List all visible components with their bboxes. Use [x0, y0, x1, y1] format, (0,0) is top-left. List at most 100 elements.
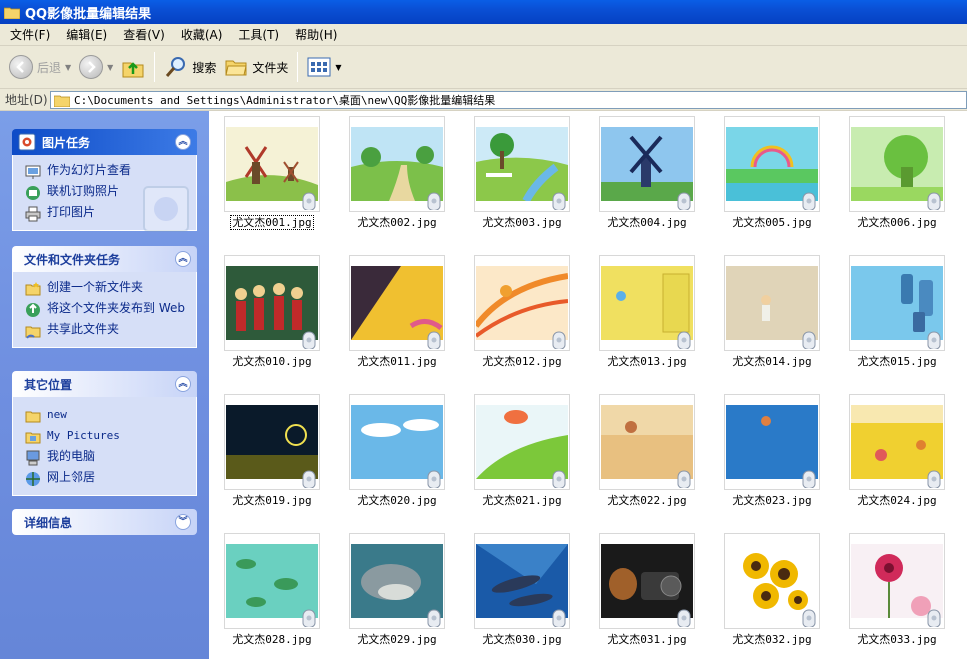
- file-name[interactable]: 尤文杰029.jpg: [357, 633, 437, 646]
- file-name[interactable]: 尤文杰015.jpg: [857, 355, 937, 368]
- file-name[interactable]: 尤文杰033.jpg: [857, 633, 937, 646]
- file-item[interactable]: 尤文杰006.jpg: [849, 116, 945, 230]
- search-button[interactable]: 搜索: [160, 49, 220, 85]
- thumbnail-frame[interactable]: [724, 116, 820, 212]
- file-name[interactable]: 尤文杰023.jpg: [732, 494, 812, 507]
- thumbnail-view[interactable]: 尤文杰001.jpg 尤文杰002.jpg 尤文杰003.jpg 尤文杰004.…: [209, 111, 967, 659]
- menu-file[interactable]: 文件(F): [10, 27, 51, 42]
- back-button[interactable]: 后退 ▼: [5, 49, 75, 85]
- file-item[interactable]: 尤文杰002.jpg: [349, 116, 445, 230]
- collapse-icon[interactable]: ︽: [175, 376, 191, 392]
- task-order-prints[interactable]: 联机订购照片: [25, 182, 196, 203]
- file-name[interactable]: 尤文杰028.jpg: [232, 633, 312, 646]
- thumbnail-frame[interactable]: [349, 255, 445, 351]
- file-name[interactable]: 尤文杰032.jpg: [732, 633, 812, 646]
- file-name[interactable]: 尤文杰013.jpg: [607, 355, 687, 368]
- task-share-folder[interactable]: 共享此文件夹: [25, 320, 196, 341]
- file-item[interactable]: 尤文杰022.jpg: [599, 394, 695, 508]
- title-bar[interactable]: QQ影像批量编辑结果: [0, 0, 967, 24]
- thumbnail-frame[interactable]: [349, 533, 445, 629]
- menu-view[interactable]: 查看(V): [123, 27, 165, 42]
- file-name[interactable]: 尤文杰021.jpg: [482, 494, 562, 507]
- file-name[interactable]: 尤文杰002.jpg: [357, 216, 437, 229]
- place-my-pictures[interactable]: My Pictures: [25, 426, 196, 447]
- file-item[interactable]: 尤文杰020.jpg: [349, 394, 445, 508]
- thumbnail-frame[interactable]: [474, 394, 570, 490]
- thumbnail-frame[interactable]: [474, 533, 570, 629]
- views-dropdown-icon[interactable]: ▼: [335, 62, 342, 72]
- thumbnail-frame[interactable]: [724, 394, 820, 490]
- file-item[interactable]: 尤文杰029.jpg: [349, 533, 445, 647]
- thumbnail-frame[interactable]: [224, 533, 320, 629]
- file-item[interactable]: 尤文杰028.jpg: [224, 533, 320, 647]
- other-places-header[interactable]: 其它位置 ︽: [12, 371, 197, 397]
- thumbnail-frame[interactable]: [849, 394, 945, 490]
- file-name[interactable]: 尤文杰030.jpg: [482, 633, 562, 646]
- address-input[interactable]: C:\Documents and Settings\Administrator\…: [50, 91, 967, 109]
- file-name[interactable]: 尤文杰020.jpg: [357, 494, 437, 507]
- file-name[interactable]: 尤文杰011.jpg: [357, 355, 437, 368]
- file-name[interactable]: 尤文杰004.jpg: [607, 216, 687, 229]
- up-button[interactable]: [117, 49, 149, 85]
- forward-button[interactable]: ▼: [75, 49, 117, 85]
- thumbnail-frame[interactable]: [849, 533, 945, 629]
- file-name[interactable]: 尤文杰014.jpg: [732, 355, 812, 368]
- file-item[interactable]: 尤文杰013.jpg: [599, 255, 695, 369]
- task-publish-web[interactable]: 将这个文件夹发布到 Web: [25, 299, 196, 320]
- forward-dropdown-icon[interactable]: ▼: [107, 62, 114, 72]
- details-header[interactable]: 详细信息 ︾: [12, 509, 197, 535]
- thumbnail-frame[interactable]: [349, 394, 445, 490]
- file-name[interactable]: 尤文杰006.jpg: [857, 216, 937, 229]
- file-item[interactable]: 尤文杰010.jpg: [224, 255, 320, 369]
- file-item[interactable]: 尤文杰031.jpg: [599, 533, 695, 647]
- file-tasks-header[interactable]: 文件和文件夹任务 ︽: [12, 246, 197, 272]
- collapse-icon[interactable]: ︽: [175, 134, 191, 150]
- file-item[interactable]: 尤文杰023.jpg: [724, 394, 820, 508]
- thumbnail-frame[interactable]: [224, 394, 320, 490]
- folders-button[interactable]: 文件夹: [220, 49, 292, 85]
- file-name[interactable]: 尤文杰031.jpg: [607, 633, 687, 646]
- thumbnail-frame[interactable]: [599, 533, 695, 629]
- file-name[interactable]: 尤文杰001.jpg: [230, 215, 314, 230]
- expand-icon[interactable]: ︾: [175, 514, 191, 530]
- menu-edit[interactable]: 编辑(E): [66, 27, 108, 42]
- file-item[interactable]: 尤文杰019.jpg: [224, 394, 320, 508]
- file-name[interactable]: 尤文杰003.jpg: [482, 216, 562, 229]
- file-item[interactable]: 尤文杰001.jpg: [224, 116, 320, 230]
- thumbnail-frame[interactable]: [599, 116, 695, 212]
- task-new-folder[interactable]: 创建一个新文件夹: [25, 278, 196, 299]
- file-name[interactable]: 尤文杰010.jpg: [232, 355, 312, 368]
- picture-tasks-header[interactable]: 图片任务 ︽: [12, 129, 197, 155]
- file-item[interactable]: 尤文杰004.jpg: [599, 116, 695, 230]
- collapse-icon[interactable]: ︽: [175, 251, 191, 267]
- place-new[interactable]: new: [25, 405, 196, 426]
- place-my-computer[interactable]: 我的电脑: [25, 447, 196, 468]
- thumbnail-frame[interactable]: [724, 255, 820, 351]
- file-item[interactable]: 尤文杰032.jpg: [724, 533, 820, 647]
- thumbnail-frame[interactable]: [349, 116, 445, 212]
- task-slideshow[interactable]: 作为幻灯片查看: [25, 161, 196, 182]
- file-name[interactable]: 尤文杰019.jpg: [232, 494, 312, 507]
- menu-favorites[interactable]: 收藏(A): [180, 27, 223, 42]
- file-name[interactable]: 尤文杰024.jpg: [857, 494, 937, 507]
- task-print[interactable]: 打印图片: [25, 203, 196, 224]
- thumbnail-frame[interactable]: [599, 255, 695, 351]
- thumbnail-frame[interactable]: [224, 116, 320, 212]
- thumbnail-frame[interactable]: [849, 255, 945, 351]
- file-item[interactable]: 尤文杰033.jpg: [849, 533, 945, 647]
- menu-tools[interactable]: 工具(T): [238, 27, 280, 42]
- thumbnail-frame[interactable]: [224, 255, 320, 351]
- file-item[interactable]: 尤文杰014.jpg: [724, 255, 820, 369]
- file-name[interactable]: 尤文杰005.jpg: [732, 216, 812, 229]
- file-item[interactable]: 尤文杰021.jpg: [474, 394, 570, 508]
- file-item[interactable]: 尤文杰011.jpg: [349, 255, 445, 369]
- thumbnail-frame[interactable]: [474, 255, 570, 351]
- file-item[interactable]: 尤文杰015.jpg: [849, 255, 945, 369]
- file-name[interactable]: 尤文杰022.jpg: [607, 494, 687, 507]
- place-network[interactable]: 网上邻居: [25, 468, 196, 489]
- file-item[interactable]: 尤文杰005.jpg: [724, 116, 820, 230]
- thumbnail-frame[interactable]: [474, 116, 570, 212]
- file-item[interactable]: 尤文杰030.jpg: [474, 533, 570, 647]
- menu-help[interactable]: 帮助(H): [295, 27, 338, 42]
- views-button[interactable]: ▼: [303, 49, 345, 85]
